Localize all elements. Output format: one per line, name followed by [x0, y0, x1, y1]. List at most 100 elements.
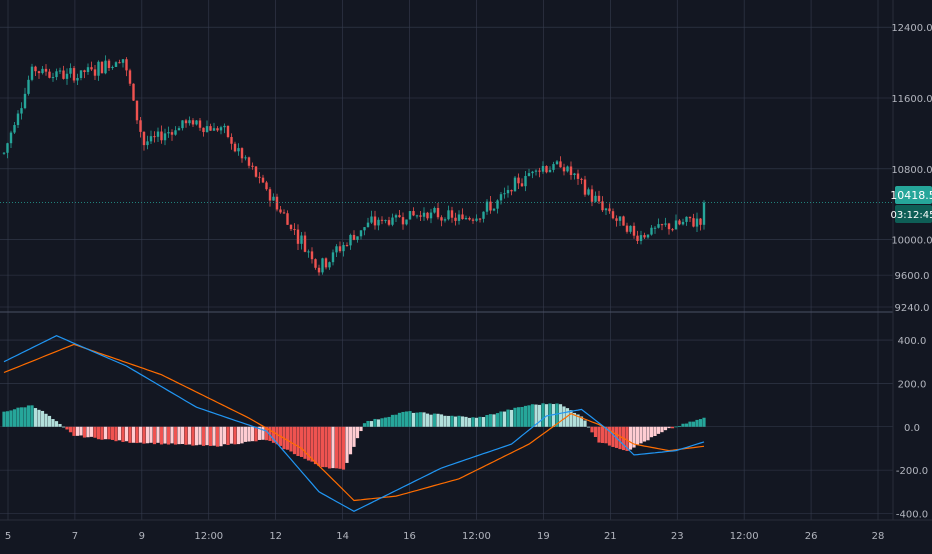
candle[interactable]	[261, 174, 265, 183]
candle[interactable]	[177, 126, 181, 131]
macd-histogram-bar[interactable]	[509, 409, 514, 427]
candle[interactable]	[664, 217, 667, 227]
candle[interactable]	[576, 169, 580, 185]
macd-histogram-bar[interactable]	[432, 413, 437, 427]
macd-histogram-bar[interactable]	[359, 426, 363, 432]
candle[interactable]	[212, 122, 216, 131]
candle[interactable]	[160, 125, 163, 144]
macd-histogram-bar[interactable]	[464, 416, 468, 427]
candle[interactable]	[506, 185, 510, 198]
macd-histogram-bar[interactable]	[289, 426, 293, 452]
macd-histogram-bar[interactable]	[30, 405, 34, 427]
candle[interactable]	[527, 168, 531, 177]
candle[interactable]	[69, 63, 72, 78]
macd-histogram-bar[interactable]	[156, 426, 160, 443]
candle[interactable]	[352, 230, 356, 241]
macd-histogram-bar[interactable]	[586, 426, 591, 428]
macd-histogram-bar[interactable]	[611, 426, 615, 447]
candle[interactable]	[370, 210, 373, 225]
macd-histogram-bar[interactable]	[457, 415, 461, 427]
candle[interactable]	[394, 213, 398, 223]
candle[interactable]	[289, 224, 293, 231]
macd-histogram-bar[interactable]	[551, 404, 556, 427]
macd-histogram-bar[interactable]	[387, 416, 391, 427]
candle[interactable]	[692, 213, 695, 228]
macd-histogram-bar[interactable]	[250, 426, 255, 442]
candle[interactable]	[328, 261, 331, 270]
candle[interactable]	[223, 123, 226, 134]
candle[interactable]	[317, 264, 321, 276]
signal-line[interactable]	[3, 343, 705, 502]
candle[interactable]	[548, 166, 552, 173]
candle[interactable]	[142, 131, 146, 151]
macd-histogram-bar[interactable]	[75, 426, 80, 436]
macd-histogram-bar[interactable]	[61, 426, 66, 428]
macd-histogram-bar[interactable]	[142, 426, 146, 444]
macd-histogram-bar[interactable]	[54, 421, 59, 427]
candle[interactable]	[559, 156, 562, 168]
macd-histogram-bar[interactable]	[495, 413, 500, 427]
candle[interactable]	[135, 100, 139, 125]
candle[interactable]	[412, 207, 415, 217]
candle[interactable]	[303, 231, 307, 253]
macd-histogram-bar[interactable]	[590, 426, 594, 433]
macd-histogram-bar[interactable]	[366, 420, 370, 427]
candle[interactable]	[478, 218, 482, 223]
candle[interactable]	[604, 207, 608, 216]
macd-histogram-bar[interactable]	[492, 414, 496, 427]
macd-histogram-bar[interactable]	[159, 426, 164, 445]
candle[interactable]	[167, 126, 170, 138]
macd-histogram-bar[interactable]	[135, 426, 139, 444]
macd-histogram-bar[interactable]	[145, 426, 150, 444]
macd-histogram-bar[interactable]	[110, 426, 115, 440]
candle[interactable]	[72, 66, 76, 83]
candle[interactable]	[209, 123, 212, 131]
candle[interactable]	[191, 118, 195, 128]
candle[interactable]	[268, 187, 272, 207]
candle[interactable]	[660, 223, 664, 231]
candle[interactable]	[419, 210, 422, 222]
macd-histogram-bar[interactable]	[481, 417, 486, 427]
macd-histogram-bar[interactable]	[285, 426, 290, 450]
macd-histogram-bar[interactable]	[625, 426, 629, 451]
candle[interactable]	[363, 227, 366, 236]
macd-histogram-bar[interactable]	[583, 420, 587, 427]
macd-histogram-bar[interactable]	[310, 426, 314, 462]
candle[interactable]	[457, 210, 461, 225]
macd-histogram-bar[interactable]	[670, 426, 675, 429]
macd-histogram-bar[interactable]	[201, 426, 206, 446]
candle[interactable]	[118, 59, 121, 64]
macd-histogram-bar[interactable]	[103, 426, 108, 440]
candle[interactable]	[296, 224, 300, 250]
candle[interactable]	[583, 175, 587, 197]
candle[interactable]	[37, 70, 41, 79]
candle[interactable]	[338, 241, 342, 253]
candle[interactable]	[594, 191, 597, 203]
macd-histogram-bar[interactable]	[383, 417, 388, 427]
macd-histogram-bar[interactable]	[593, 426, 598, 438]
candle[interactable]	[181, 120, 184, 131]
macd-histogram-bar[interactable]	[408, 411, 412, 427]
macd-histogram-bar[interactable]	[313, 426, 318, 465]
candle[interactable]	[513, 175, 517, 192]
candle[interactable]	[429, 208, 433, 224]
candle[interactable]	[265, 180, 268, 191]
macd-histogram-bar[interactable]	[338, 426, 342, 469]
macd-histogram-bar[interactable]	[264, 426, 269, 441]
macd-histogram-bar[interactable]	[397, 412, 402, 427]
macd-histogram-bar[interactable]	[537, 404, 542, 427]
macd-histogram-bar[interactable]	[348, 426, 353, 455]
macd-histogram-bar[interactable]	[569, 410, 573, 427]
macd-histogram-bar[interactable]	[488, 414, 493, 427]
macd-histogram-bar[interactable]	[184, 426, 188, 445]
macd-histogram-bar[interactable]	[579, 416, 584, 427]
macd-histogram-bar[interactable]	[534, 404, 538, 427]
candle[interactable]	[639, 230, 643, 245]
macd-histogram-bar[interactable]	[485, 415, 489, 427]
candle[interactable]	[615, 215, 618, 227]
macd-histogram-bar[interactable]	[632, 426, 636, 448]
candle[interactable]	[538, 167, 541, 178]
candle[interactable]	[517, 173, 520, 190]
candle[interactable]	[541, 161, 545, 174]
